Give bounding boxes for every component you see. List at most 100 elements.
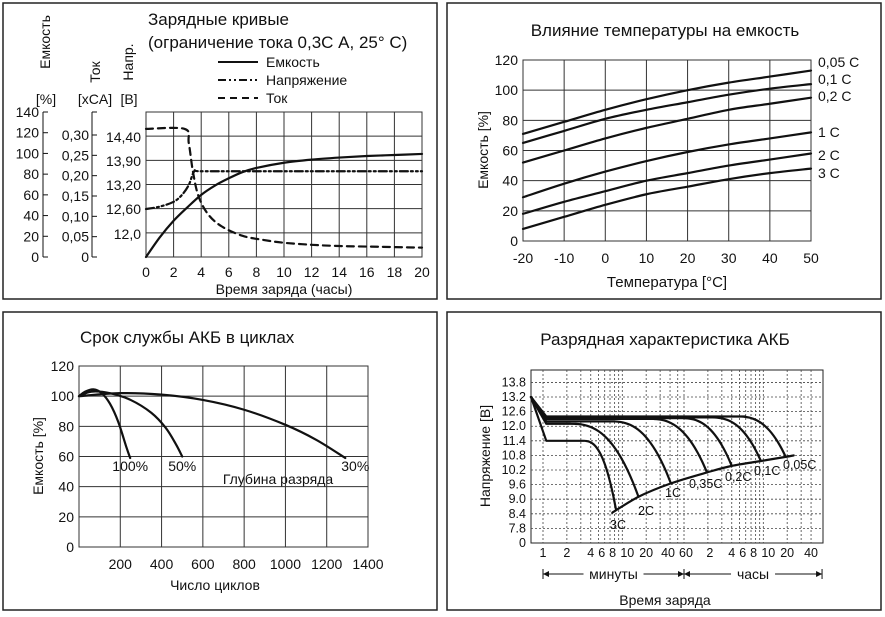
x-tick-label: 12 xyxy=(304,264,320,280)
x-tick-label-hours: 6 xyxy=(739,546,746,560)
x-tick-label-minutes: 10 xyxy=(620,546,634,560)
series-line xyxy=(529,395,640,498)
capacity-tick-label: 0 xyxy=(31,249,39,265)
series-label: 0,1C xyxy=(754,464,780,478)
series-label: 0,2 C xyxy=(818,88,851,104)
y-tick-label: 40 xyxy=(502,173,518,189)
series-label: 30% xyxy=(341,458,369,474)
x-tick-label: 20 xyxy=(680,250,696,266)
series-line xyxy=(521,83,813,145)
series-line xyxy=(521,69,813,136)
x-axis-title: Температура [°C] xyxy=(607,274,727,291)
arrowhead-icon xyxy=(816,571,823,577)
legend-label: Ток xyxy=(266,90,288,106)
y-axis-title: Напряжение [В] xyxy=(477,405,493,507)
y-tick-label: 10.8 xyxy=(502,448,526,462)
y-tick-label: 12.6 xyxy=(502,405,526,419)
y-tick-label: 13.2 xyxy=(502,390,526,404)
series-line xyxy=(529,395,617,511)
current-tick-label: 0 xyxy=(81,249,89,265)
x-axis-title: Время заряда (часы) xyxy=(216,281,353,297)
x-tick-label: 14 xyxy=(331,264,347,280)
x-tick-label: -20 xyxy=(513,250,533,266)
x-tick-label-hours: 4 xyxy=(728,546,735,560)
cutoff-envelope-line xyxy=(611,454,795,514)
y-tick-label: 9.0 xyxy=(509,492,526,506)
temperature-capacity-panel: Влияние температуры на емкость Емкость [… xyxy=(446,2,882,300)
y-tick-label: 60 xyxy=(58,449,74,465)
arrowhead-icon xyxy=(678,571,685,577)
current-tick-label: 0,20 xyxy=(62,168,89,184)
series-label: 0,1 C xyxy=(818,71,851,87)
depth-of-discharge-annotation: Глубина разряда xyxy=(223,471,334,487)
y-tick-label: 0 xyxy=(519,536,526,550)
capacity-tick-label: 40 xyxy=(23,208,39,224)
x-tick-label-hours: 8 xyxy=(750,546,757,560)
x-tick-label: 10 xyxy=(639,250,655,266)
x-tick-label: 800 xyxy=(232,556,256,572)
y-tick-label: 8.4 xyxy=(509,507,526,521)
chart-title: Влияние температуры на емкость xyxy=(531,21,800,40)
x-tick-label: 0 xyxy=(601,250,609,266)
x-tick-label: 1200 xyxy=(311,556,342,572)
series-label: 2 C xyxy=(818,147,840,163)
capacity-axis-title: Емкость xyxy=(37,15,53,69)
x-tick-label: 18 xyxy=(387,264,403,280)
voltage-axis-unit: [В] xyxy=(120,91,137,107)
x-tick-label: 30 xyxy=(721,250,737,266)
y-tick-label: 9.6 xyxy=(509,478,526,492)
y-tick-label: 13.8 xyxy=(502,375,526,389)
x-tick-label-hours: 20 xyxy=(780,546,794,560)
label-bg xyxy=(583,566,644,582)
current-tick-label: 0,10 xyxy=(62,208,89,224)
hours-range-label: часы xyxy=(737,566,769,582)
capacity-tick-label: 60 xyxy=(23,187,39,203)
y-tick-label: 10.2 xyxy=(502,463,526,477)
x-tick-label: 2 xyxy=(170,264,178,280)
series-line xyxy=(77,391,347,460)
x-tick-label: 1400 xyxy=(352,556,383,572)
y-tick-label: 7.8 xyxy=(509,521,526,535)
chart-subtitle: (ограничение тока 0,3С А, 25° С) xyxy=(148,33,407,52)
x-tick-label-minutes: 40 xyxy=(661,546,675,560)
y-tick-label: 40 xyxy=(58,479,74,495)
voltage-axis-title: Напр. xyxy=(120,43,136,80)
x-tick-label-minutes: 4 xyxy=(587,546,594,560)
x-tick-label: 8 xyxy=(253,264,261,280)
current-axis-unit: [xCA] xyxy=(78,91,112,107)
capacity-axis-unit: [%] xyxy=(36,91,56,107)
x-tick-label-minutes: 6 xyxy=(598,546,605,560)
y-tick-label: 100 xyxy=(495,82,519,98)
panel-frame xyxy=(446,311,882,611)
current-axis-title: Ток xyxy=(87,60,103,82)
arrowhead-icon xyxy=(684,571,691,577)
series-line xyxy=(521,96,813,164)
y-tick-label: 20 xyxy=(58,509,74,525)
x-axis-title: Время заряда xyxy=(619,592,711,608)
series-label: 50% xyxy=(168,458,196,474)
y-tick-label: 0 xyxy=(66,539,74,555)
arrowhead-icon xyxy=(543,571,549,577)
x-tick-label: 50 xyxy=(803,250,819,266)
voltage-tick-label: 12,0 xyxy=(114,226,141,242)
capacity-tick-label: 20 xyxy=(23,228,39,244)
x-tick-label: 6 xyxy=(225,264,233,280)
voltage-tick-label: 14,40 xyxy=(106,129,141,145)
y-tick-label: 11.4 xyxy=(503,434,526,448)
series-label: 1 C xyxy=(818,124,840,140)
x-tick-label-minutes: 8 xyxy=(609,546,616,560)
discharge-characteristics-panel: Разрядная характеристика АКБ Напряжение … xyxy=(446,311,882,611)
y-tick-label: 0 xyxy=(510,233,518,249)
minutes-range-label: минуты xyxy=(589,566,638,582)
plot-area xyxy=(530,369,824,544)
x-tick-label: 600 xyxy=(191,556,215,572)
series-voltage-line xyxy=(144,169,424,211)
voltage-tick-label: 12,60 xyxy=(106,201,141,217)
panel-frame xyxy=(2,2,438,300)
y-tick-label: 60 xyxy=(502,143,518,159)
panel-frame xyxy=(2,311,438,611)
x-tick-label: 400 xyxy=(150,556,174,572)
x-tick-label-hours: 10 xyxy=(761,546,775,560)
chart-title: Зарядные кривые xyxy=(148,10,289,29)
